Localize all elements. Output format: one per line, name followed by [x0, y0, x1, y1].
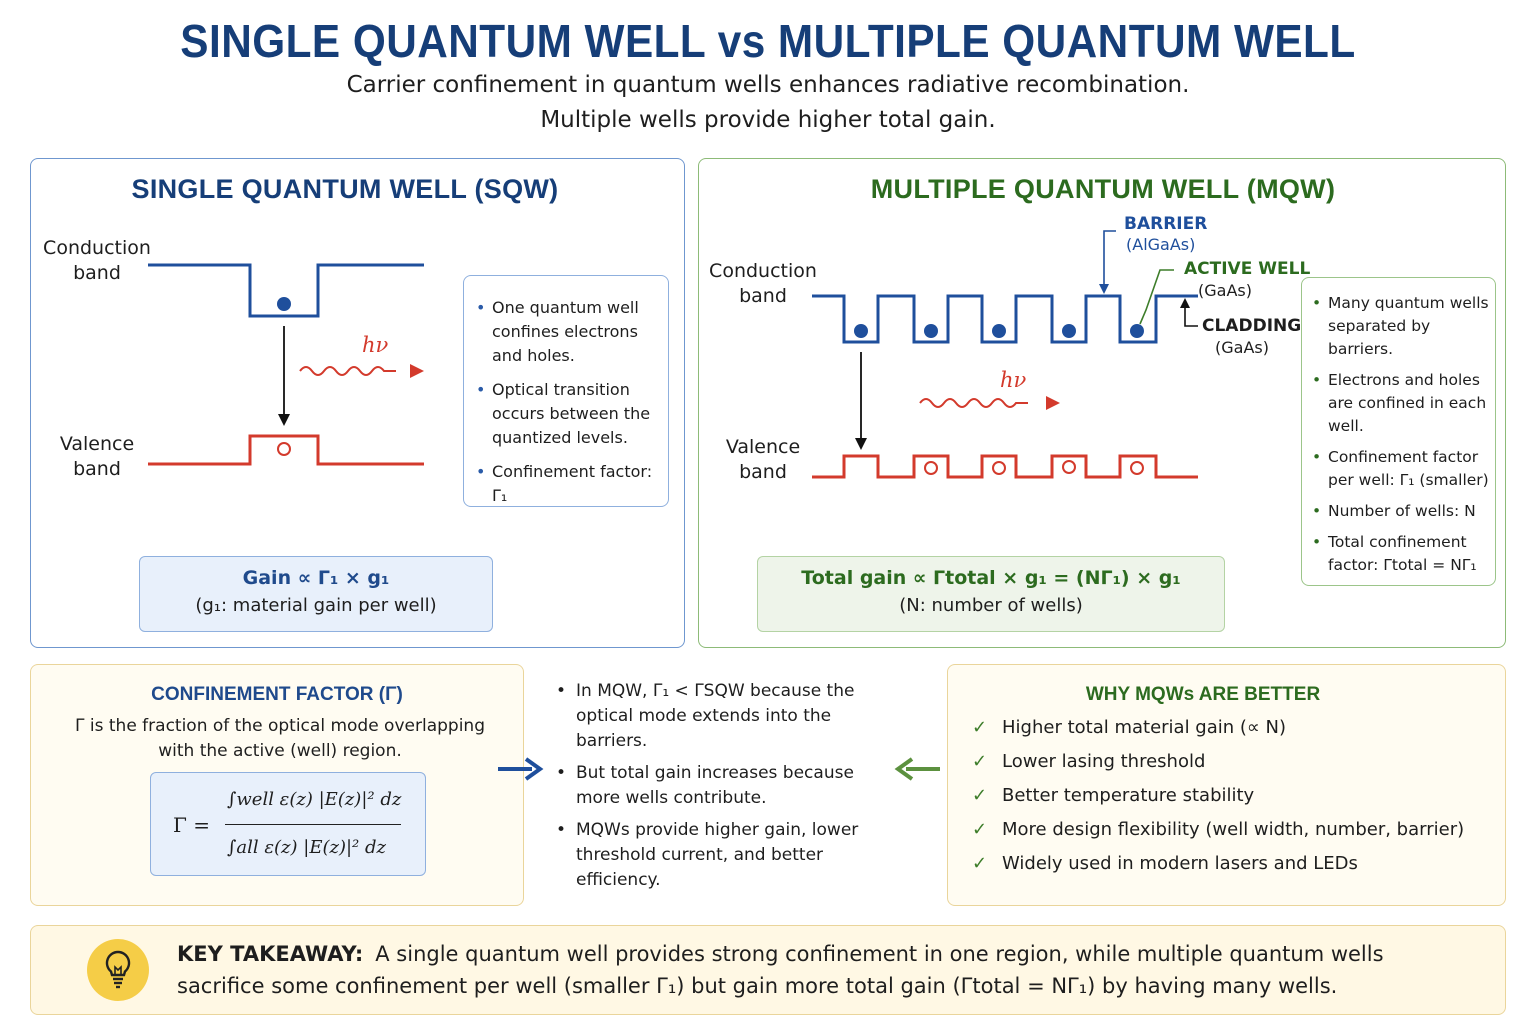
mqw-conduction-band: [812, 294, 1198, 344]
key-takeaway-text: A single quantum well provides strong co…: [177, 942, 1384, 998]
sqw-photon-label: hν: [362, 333, 389, 357]
subtitle-line-2: Multiple wells provide higher total gain…: [540, 107, 996, 133]
sqw-photon-wave: [299, 366, 396, 376]
sqw-info-box: One quantum well confines electrons and …: [463, 275, 669, 507]
mqw-bullet-4: Number of wells: N: [1312, 500, 1491, 523]
why-mqw-title: WHY MQWs ARE BETTER: [1085, 684, 1321, 705]
mqw-electron: [992, 324, 1006, 338]
why-item-text: Widely used in modern lasers and LEDs: [1002, 853, 1358, 874]
sqw-hole: [277, 442, 291, 456]
barrier-callout-arrowhead: [1099, 284, 1109, 294]
why-item-text: Lower lasing threshold: [1002, 751, 1206, 772]
mqw-photon-arrowhead: [1046, 396, 1060, 410]
mqw-bullet-2: Electrons and holes are confined in each…: [1312, 369, 1491, 438]
mqw-title: MULTIPLE QUANTUM WELL (MQW): [870, 174, 1336, 204]
mqw-photon-label: hν: [1000, 368, 1027, 392]
right-arrow-icon: [498, 757, 544, 781]
middle-bullet-2: But total gain increases because more we…: [556, 761, 871, 811]
sqw-transition-arrowhead: [278, 414, 290, 426]
sqw-gain-formula: Gain ∝ Γ₁ × g₁: [242, 567, 390, 589]
lightbulb-icon: [87, 939, 149, 1001]
barrier-material: (AlGaAs): [1126, 235, 1196, 254]
mqw-bullet-1: Many quantum wells separated by barriers…: [1312, 292, 1491, 361]
mqw-hole: [1062, 460, 1076, 474]
sqw-bullet-2: Optical transition occurs between the qu…: [476, 378, 658, 450]
sqw-valence-band: [148, 434, 424, 466]
formula-fraction-bar: [225, 824, 401, 825]
why-item: ✓ Lower lasing threshold: [972, 750, 1492, 774]
mqw-photon-wave: [919, 398, 1028, 408]
why-item: ✓ Better temperature stability: [972, 784, 1492, 808]
confinement-description: Γ is the fraction of the optical mode ov…: [75, 716, 485, 761]
formula-denominator: ∫all ε(z) |E(z)|² dz: [227, 837, 386, 858]
confinement-title: CONFINEMENT FACTOR (Γ): [151, 684, 403, 705]
active-well-label: ACTIVE WELL: [1184, 259, 1311, 279]
mqw-bullet-3: Confinement factor per well: Γ₁ (smaller…: [1312, 446, 1491, 492]
why-item: ✓ More design flexibility (well width, nu…: [972, 818, 1492, 842]
mqw-hole: [1130, 461, 1144, 475]
why-item-text: More design flexibility (well width, num…: [1002, 819, 1465, 840]
mqw-hole: [992, 461, 1006, 475]
check-icon: ✓: [972, 751, 988, 772]
barrier-label: BARRIER: [1124, 214, 1208, 234]
check-icon: ✓: [972, 717, 988, 738]
mqw-hole: [924, 461, 938, 475]
mqw-electron: [1062, 324, 1076, 338]
why-item-text: Better temperature stability: [1002, 785, 1255, 806]
mqw-transition-arrowhead: [855, 438, 867, 450]
middle-bullet-1: In MQW, Γ₁ < ΓSQW because the optical mo…: [556, 679, 871, 754]
sqw-conduction-label: Conduction band: [43, 237, 151, 284]
left-arrow-icon: [894, 757, 940, 781]
sqw-valence-label: Valence band: [59, 433, 135, 480]
confinement-formula-box: Γ = ∫well ε(z) |E(z)|² dz ∫all ε(z) |E(z…: [150, 772, 426, 876]
formula-lhs: Γ =: [173, 813, 210, 837]
sqw-electron: [277, 297, 291, 311]
active-well-callout-line: [1139, 269, 1174, 325]
mqw-band-diagram: [812, 230, 1198, 479]
mqw-electron: [924, 324, 938, 338]
key-takeaway-box: [30, 925, 1506, 1015]
sqw-band-diagram: [148, 263, 424, 466]
sqw-conduction-band: [148, 263, 424, 318]
key-takeaway-label: KEY TAKEAWAY:: [177, 942, 364, 966]
sqw-title: SINGLE QUANTUM WELL (SQW): [131, 174, 559, 204]
cladding-callout-line: [1184, 304, 1198, 327]
mqw-info-box: Many quantum wells separated by barriers…: [1301, 277, 1496, 586]
mqw-electron: [1130, 324, 1144, 338]
mqw-valence-band: [812, 454, 1198, 479]
active-well-material: (GaAs): [1198, 281, 1252, 300]
why-mqw-list: ✓ Higher total material gain (∝ N) ✓ Lower…: [972, 716, 1492, 886]
key-takeaway-content: KEY TAKEAWAY: A single quantum well provi…: [177, 938, 1477, 1002]
check-icon: ✓: [972, 853, 988, 874]
cladding-label: CLADDING: [1202, 316, 1302, 336]
why-mqw-box: [947, 664, 1506, 906]
mqw-bullet-5: Total confinement factor: Γtotal = NΓ₁: [1312, 531, 1491, 577]
formula-numerator: ∫well ε(z) |E(z)|² dz: [227, 789, 402, 810]
cladding-callout-arrowhead: [1180, 298, 1190, 308]
mqw-valence-label: Valence band: [725, 436, 801, 483]
subtitle-line-1: Carrier confinement in quantum wells enh…: [346, 72, 1190, 98]
check-icon: ✓: [972, 819, 988, 840]
cladding-material: (GaAs): [1215, 338, 1269, 357]
sqw-bullet-3: Confinement factor: Γ₁: [476, 460, 658, 508]
sqw-photon-arrowhead: [410, 364, 424, 378]
sqw-gain-note: (g₁: material gain per well): [195, 595, 437, 616]
mqw-gain-box: Total gain ∝ Γtotal × g₁ = (NΓ₁) × g₁ (N…: [757, 556, 1225, 632]
mqw-gain-formula: Total gain ∝ Γtotal × g₁ = (NΓ₁) × g₁: [801, 567, 1181, 589]
sqw-gain-box: Gain ∝ Γ₁ × g₁ (g₁: material gain per we…: [139, 556, 493, 632]
barrier-callout-line: [1103, 230, 1116, 288]
page-title: SINGLE QUANTUM WELL vs MULTIPLE QUANTUM …: [180, 15, 1356, 67]
why-item: ✓ Higher total material gain (∝ N): [972, 716, 1492, 740]
mqw-conduction-label: Conduction band: [709, 260, 817, 307]
mqw-gain-note: (N: number of wells): [899, 595, 1083, 616]
middle-bullet-3: MQWs provide higher gain, lower threshol…: [556, 818, 871, 893]
why-item-text: Higher total material gain (∝ N): [1002, 717, 1286, 738]
sqw-bullet-1: One quantum well confines electrons and …: [476, 296, 658, 368]
middle-explanation: In MQW, Γ₁ < ΓSQW because the optical mo…: [556, 679, 871, 900]
check-icon: ✓: [972, 785, 988, 806]
mqw-electron: [854, 324, 868, 338]
why-item: ✓ Widely used in modern lasers and LEDs: [972, 852, 1492, 876]
